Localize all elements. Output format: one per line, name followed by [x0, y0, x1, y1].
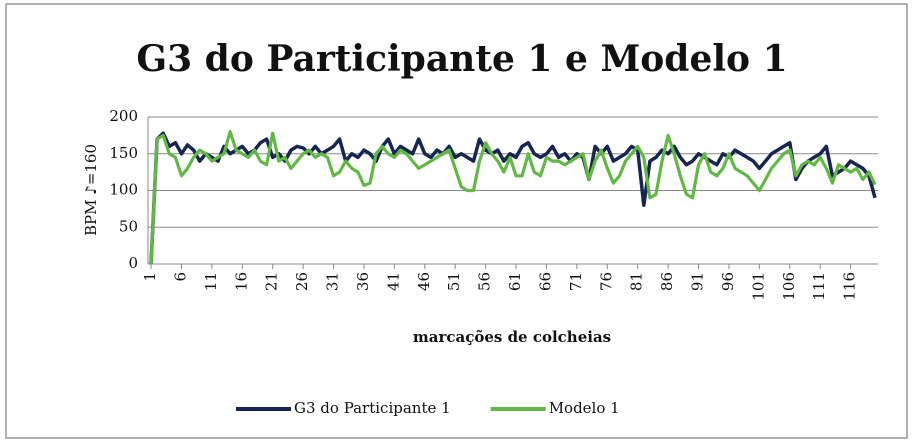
chart-title: G3 do Participante 1 e Modelo 1 [136, 38, 787, 80]
x-tick-label: 51 [445, 272, 463, 291]
x-axis-label: marcações de colcheias [413, 328, 611, 346]
y-tick-label: 200 [109, 107, 138, 125]
x-tick-label: 106 [780, 272, 798, 301]
y-tick-label: 0 [128, 254, 138, 272]
x-tick-label: 36 [354, 272, 372, 291]
x-tick-label: 91 [689, 272, 707, 291]
x-tick-label: 1 [141, 272, 159, 282]
x-tick-label: 66 [536, 272, 554, 291]
x-tick-label: 101 [749, 272, 767, 301]
x-tick-label: 26 [293, 272, 311, 291]
x-tick-label: 21 [263, 272, 281, 291]
chart-border [5, 3, 908, 439]
legend-label: G3 do Participante 1 [294, 399, 451, 417]
y-tick-label: 100 [109, 181, 138, 199]
x-tick-label: 16 [232, 272, 250, 291]
legend-label: Modelo 1 [549, 399, 620, 417]
y-tick-label: 150 [109, 144, 138, 162]
x-tick-label: 61 [506, 272, 524, 291]
x-tick-label: 96 [719, 272, 737, 291]
series-line [149, 131, 877, 265]
x-tick-label: 81 [628, 272, 646, 291]
y-axis-label: BPM ♪=160 [82, 144, 100, 236]
x-tick-label: 86 [658, 272, 676, 291]
x-tick-label: 56 [476, 272, 494, 291]
x-tick-label: 46 [415, 272, 433, 291]
x-tick-label: 116 [841, 272, 859, 301]
y-tick-label: 50 [119, 217, 138, 235]
x-tick-label: 76 [597, 272, 615, 291]
x-tick-label: 31 [324, 272, 342, 291]
series-line [149, 130, 877, 265]
x-tick-label: 41 [384, 272, 402, 291]
x-tick-label: 6 [171, 272, 189, 282]
x-tick-label: 71 [567, 272, 585, 291]
x-tick-label: 111 [810, 272, 828, 301]
x-tick-label: 11 [202, 272, 220, 291]
